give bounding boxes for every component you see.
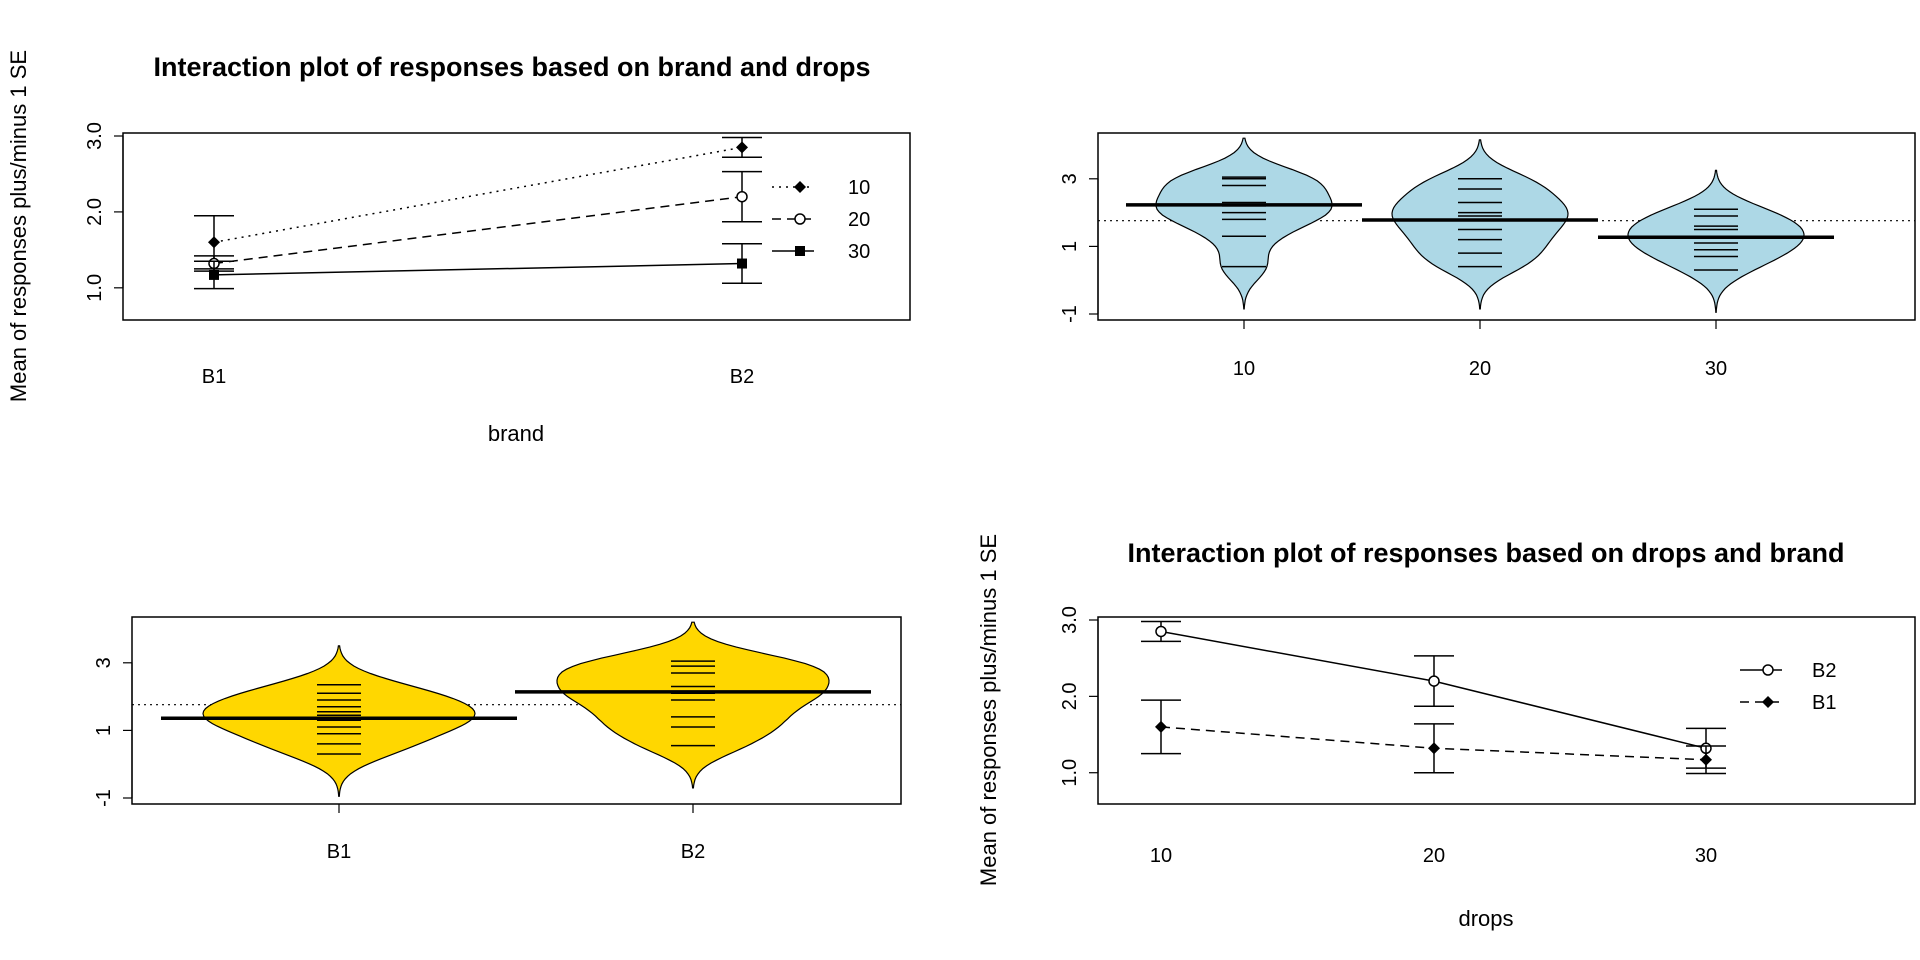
y-axis-label: Mean of responses plus/minus 1 SE bbox=[976, 534, 1001, 886]
violin-30 bbox=[1627, 169, 1805, 313]
y-tick-label: 3 bbox=[93, 657, 115, 668]
x-tick-label: 30 bbox=[1695, 845, 1717, 867]
x-tick-label: 10 bbox=[1150, 845, 1172, 867]
y-tick-label: 1.0 bbox=[84, 274, 106, 302]
y-tick-label: 3.0 bbox=[84, 122, 106, 150]
y-tick-label: 3 bbox=[1059, 173, 1081, 184]
x-axis-label: drops bbox=[1458, 906, 1513, 931]
chart-title: Interaction plot of responses based on d… bbox=[1127, 538, 1844, 568]
y-axis-label: Mean of responses plus/minus 1 SE bbox=[6, 50, 31, 402]
violin-10 bbox=[1155, 137, 1333, 310]
legend-label: 10 bbox=[848, 177, 870, 199]
y-tick-label: 2.0 bbox=[1059, 682, 1081, 710]
p2-marks: 10 20 30 -1 1 3 bbox=[1059, 137, 1915, 380]
point-B2 bbox=[1428, 675, 1440, 687]
legend-label: B2 bbox=[1812, 660, 1836, 682]
plot-frame bbox=[1097, 616, 1916, 805]
y-tick-label: -1 bbox=[93, 789, 115, 807]
legend-marker-B1 bbox=[1762, 696, 1774, 708]
legend-label: 20 bbox=[848, 209, 870, 231]
p3-marks: B1 B2 -1 1 3 bbox=[93, 621, 901, 863]
legend-marker-20 bbox=[794, 213, 806, 225]
legend-marker-B2 bbox=[1762, 664, 1774, 676]
p1-marks: B1 B2 1.0 2.0 3.0 10 20 30 bbox=[84, 122, 870, 388]
x-tick-label: 10 bbox=[1233, 358, 1255, 380]
point-B1 bbox=[1700, 753, 1712, 766]
y-tick-label: 1 bbox=[1059, 241, 1081, 252]
y-tick-label: 2.0 bbox=[84, 198, 106, 226]
x-tick-label: 20 bbox=[1469, 358, 1491, 380]
x-tick-label: B1 bbox=[202, 366, 226, 388]
y-tick-label: 3.0 bbox=[1059, 606, 1081, 634]
chart-title: Interaction plot of responses based on b… bbox=[153, 52, 870, 82]
legend-marker-30 bbox=[795, 246, 805, 256]
panel-drops-brand-interaction: Interaction plot of responses based on d… bbox=[976, 534, 1916, 931]
legend-label: 30 bbox=[848, 241, 870, 263]
x-tick-label: 30 bbox=[1705, 358, 1727, 380]
panel-drops-violins: 10 20 30 -1 1 3 bbox=[1059, 132, 1916, 380]
plot-frame bbox=[122, 132, 911, 321]
panel-brand-violins: B1 B2 -1 1 3 bbox=[93, 616, 902, 863]
x-axis-label: brand bbox=[488, 421, 544, 446]
series-line-20 bbox=[213, 195, 743, 265]
series-line-10 bbox=[213, 146, 743, 244]
point-30 bbox=[737, 258, 747, 269]
x-tick-label: 20 bbox=[1423, 845, 1445, 867]
y-tick-label: 1.0 bbox=[1059, 759, 1081, 787]
legend-marker-10 bbox=[794, 181, 806, 193]
point-B1 bbox=[1155, 720, 1167, 733]
legend-label: B1 bbox=[1812, 692, 1836, 714]
point-B2 bbox=[1155, 625, 1167, 638]
point-10 bbox=[736, 141, 748, 154]
y-tick-label: 1 bbox=[93, 725, 115, 736]
point-10 bbox=[208, 236, 220, 249]
panel-brand-drops-interaction: Interaction plot of responses based on b… bbox=[6, 50, 911, 446]
violin-B1 bbox=[202, 645, 476, 797]
x-tick-label: B1 bbox=[327, 841, 351, 863]
x-tick-label: B2 bbox=[681, 841, 705, 863]
p4-marks: 10 20 30 1.0 2.0 3.0 B2 B1 bbox=[1059, 606, 1836, 867]
point-20 bbox=[736, 190, 748, 203]
y-tick-label: -1 bbox=[1059, 305, 1081, 323]
point-30 bbox=[209, 269, 219, 280]
x-tick-label: B2 bbox=[730, 366, 754, 388]
point-B1 bbox=[1428, 742, 1440, 755]
violin-B2 bbox=[556, 621, 830, 789]
violin-20 bbox=[1391, 139, 1569, 310]
series-line-30 bbox=[213, 262, 743, 276]
